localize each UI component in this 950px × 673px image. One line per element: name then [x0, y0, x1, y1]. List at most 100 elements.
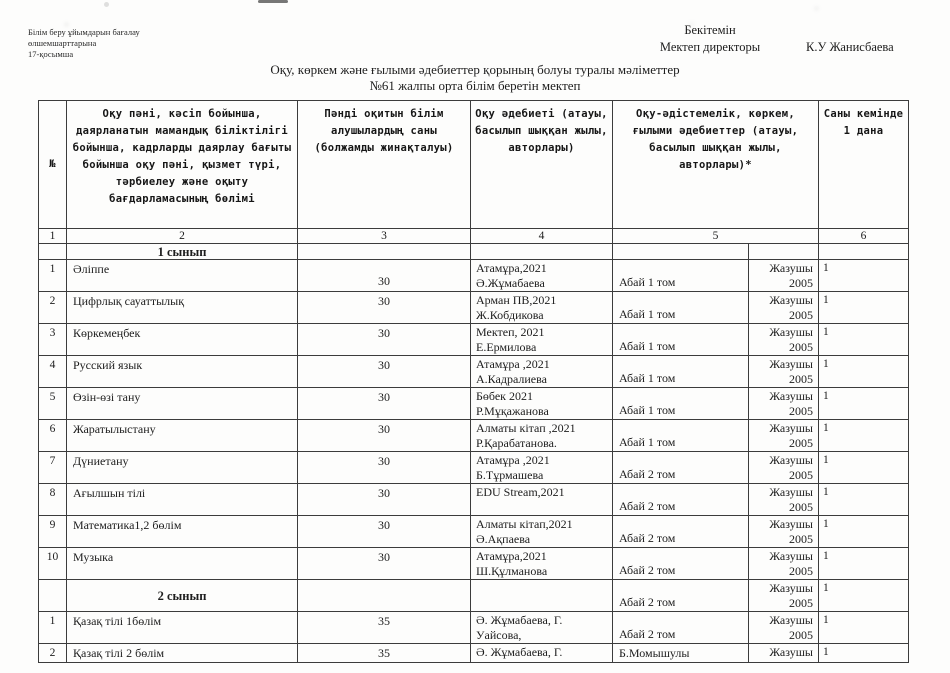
table-row: 8 Ағылшын тілі 30 EDU Stream,2021 Абай 2 том…: [38, 483, 909, 516]
cell-qty: 1: [818, 643, 909, 663]
cell-book: Атамұра,2021 Ш.Құлманова: [470, 547, 613, 580]
cell-extra: Абай 1 том: [612, 387, 749, 420]
table-row: 5 Өзін-өзі тану 30 Бөбек 2021 Р.Мұқажанова Аб…: [38, 387, 909, 420]
cell-count: 30: [297, 483, 471, 516]
column-numbers-row: 1 2 3 4 5 6: [38, 228, 909, 244]
cell-count: 30: [297, 451, 471, 484]
column-number: 5: [612, 228, 819, 244]
scan-artifact-noise: [104, 2, 109, 7]
cell-subject: Әліппе: [66, 259, 298, 292]
cell-book: Атамұра ,2021 А.Кадралиева: [470, 355, 613, 388]
cell-subject: Көркемеңбек: [66, 323, 298, 356]
cell-num: 3: [38, 323, 67, 356]
cell-pub: Жазушы 2005: [748, 515, 819, 548]
cell-qty: 1: [818, 259, 909, 292]
cell-book: Ә. Жұмабаева, Г.: [470, 643, 613, 663]
cell-num: 5: [38, 387, 67, 420]
cell-num: 10: [38, 547, 67, 580]
approval-signatory-name: К.У Жанисбаева: [806, 40, 894, 54]
column-number: 6: [818, 228, 909, 244]
table-row: 10 Музыка 30 Атамұра,2021 Ш.Құлманова Абай 2 …: [38, 547, 909, 580]
cell-qty: 1: [818, 323, 909, 356]
table-row: 2 Цифрлық сауаттылық 30 Арман ПВ,2021 Ж.Кобд…: [38, 291, 909, 324]
cell-qty: 1: [818, 451, 909, 484]
cell-subject: Музыка: [66, 547, 298, 580]
cell-book: Атамұра ,2021 Б.Тұрмашева: [470, 451, 613, 484]
cell-num: [38, 243, 67, 260]
cell-extra: Абай 2 том: [612, 547, 749, 580]
approval-role: Мектеп директоры: [659, 40, 761, 54]
cell-subject: Цифрлық сауаттылық: [66, 291, 298, 324]
cell-extra: Абай 2 том: [612, 483, 749, 516]
cell-book: Ә. Жұмабаева, Г. Уайсова,: [470, 611, 613, 644]
cell-count: 30: [297, 419, 471, 452]
cell-pub: Жазушы 2005: [748, 355, 819, 388]
cell-num: 9: [38, 515, 67, 548]
table-row: 1 Әліппе 30 Атамұра,2021 Ә.Жұмабаева Абай 1 т…: [38, 259, 909, 292]
approval-heading: Бекітемін: [684, 23, 736, 37]
cell-pub: [748, 243, 819, 260]
cell-extra: Абай 2 том: [612, 579, 749, 612]
cell-num: 1: [38, 259, 67, 292]
cell-pub: Жазушы 2005: [748, 579, 819, 612]
cell-extra: Абай 2 том: [612, 451, 749, 484]
cell-qty: 1: [818, 291, 909, 324]
cell-book: Алматы кітап ,2021 Р.Қарабатанова.: [470, 419, 613, 452]
cell-qty: 1: [818, 515, 909, 548]
cell-num: [38, 579, 67, 612]
cell-count: 30: [297, 291, 471, 324]
cell-subject: Дүниетану: [66, 451, 298, 484]
cell-extra: Абай 1 том: [612, 419, 749, 452]
table-row: 9 Математика1,2 бөлім 30 Алматы кітап,2021 Ә…: [38, 515, 909, 548]
column-number: 3: [297, 228, 471, 244]
cell-count: 30: [297, 259, 471, 292]
cell-qty: 1: [818, 579, 909, 612]
cell-book: EDU Stream,2021: [470, 483, 613, 516]
literature-fund-table: № Оқу пәні, кәсіп бойынша, даярланатын м…: [38, 100, 909, 663]
header-quantity: Саны кемінде 1 дана: [818, 100, 909, 229]
cell-num: 2: [38, 643, 67, 663]
header-number: №: [38, 100, 67, 229]
cell-book: Мектеп, 2021 Е.Ермилова: [470, 323, 613, 356]
scan-artifact-smudge: [258, 0, 288, 3]
cell-qty: 1: [818, 483, 909, 516]
cell-count: 30: [297, 515, 471, 548]
cell-pub: Жазушы 2005: [748, 291, 819, 324]
section-row: 2 сынып Абай 2 том Жазушы 2005 1: [38, 579, 909, 612]
cell-num: 1: [38, 611, 67, 644]
cell-pub: Жазушы 2005: [748, 387, 819, 420]
cell-pub: Жазушы 2005: [748, 483, 819, 516]
cell-count: 30: [297, 547, 471, 580]
document-title-line2: №61 жалпы орта білім беретін мектеп: [369, 78, 581, 93]
cell-book: Бөбек 2021 Р.Мұқажанова: [470, 387, 613, 420]
cell-book: Атамұра,2021 Ә.Жұмабаева: [470, 259, 613, 292]
appendix-note: Білім беру ұйымдарын бағалау өлшемшартта…: [28, 27, 140, 60]
header-methodical-literature: Оқу-әдістемелік, көркем, ғылыми әдебиетт…: [612, 100, 819, 229]
cell-extra: Абай 2 том: [612, 611, 749, 644]
header-textbook: Оқу әдебиеті (атауы, басылып шыққан жылы…: [470, 100, 613, 229]
section-row: 1 сынып: [38, 243, 909, 260]
cell-subject: Қазақ тілі 2 бөлім: [66, 643, 298, 663]
cell-book: [470, 243, 613, 260]
cell-subject: Русский язык: [66, 355, 298, 388]
cell-count: 30: [297, 355, 471, 388]
column-number: 4: [470, 228, 613, 244]
cell-book: Алматы кітап,2021 Ә.Ақпаева: [470, 515, 613, 548]
cell-subject: 2 сынып: [66, 579, 298, 612]
header-student-count: Пәнді оқитын білім алушылардың саны (бол…: [297, 100, 471, 229]
table-row: 4 Русский язык 30 Атамұра ,2021 А.Кадралиева…: [38, 355, 909, 388]
document-title-line1: Оқу, көркем және ғылыми әдебиеттер қорын…: [270, 62, 680, 77]
cell-count: [297, 579, 471, 612]
header-subject: Оқу пәні, кәсіп бойынша, даярланатын мам…: [66, 100, 298, 229]
cell-subject: Қазақ тілі 1бөлім: [66, 611, 298, 644]
cell-pub: Жазушы 2005: [748, 611, 819, 644]
column-number: 2: [66, 228, 298, 244]
cell-count: 30: [297, 387, 471, 420]
document-title: Оқу, көркем және ғылыми әдебиеттер қорын…: [0, 62, 950, 94]
cell-extra: Абай 1 том: [612, 291, 749, 324]
table-row: 2 Қазақ тілі 2 бөлім 35 Ә. Жұмабаева, Г. Б.М…: [38, 643, 909, 663]
cell-subject: Өзін-өзі тану: [66, 387, 298, 420]
cell-pub: Жазушы 2005: [748, 451, 819, 484]
cell-book: [470, 579, 613, 612]
table-row: 7 Дүниетану 30 Атамұра ,2021 Б.Тұрмашева Абай…: [38, 451, 909, 484]
